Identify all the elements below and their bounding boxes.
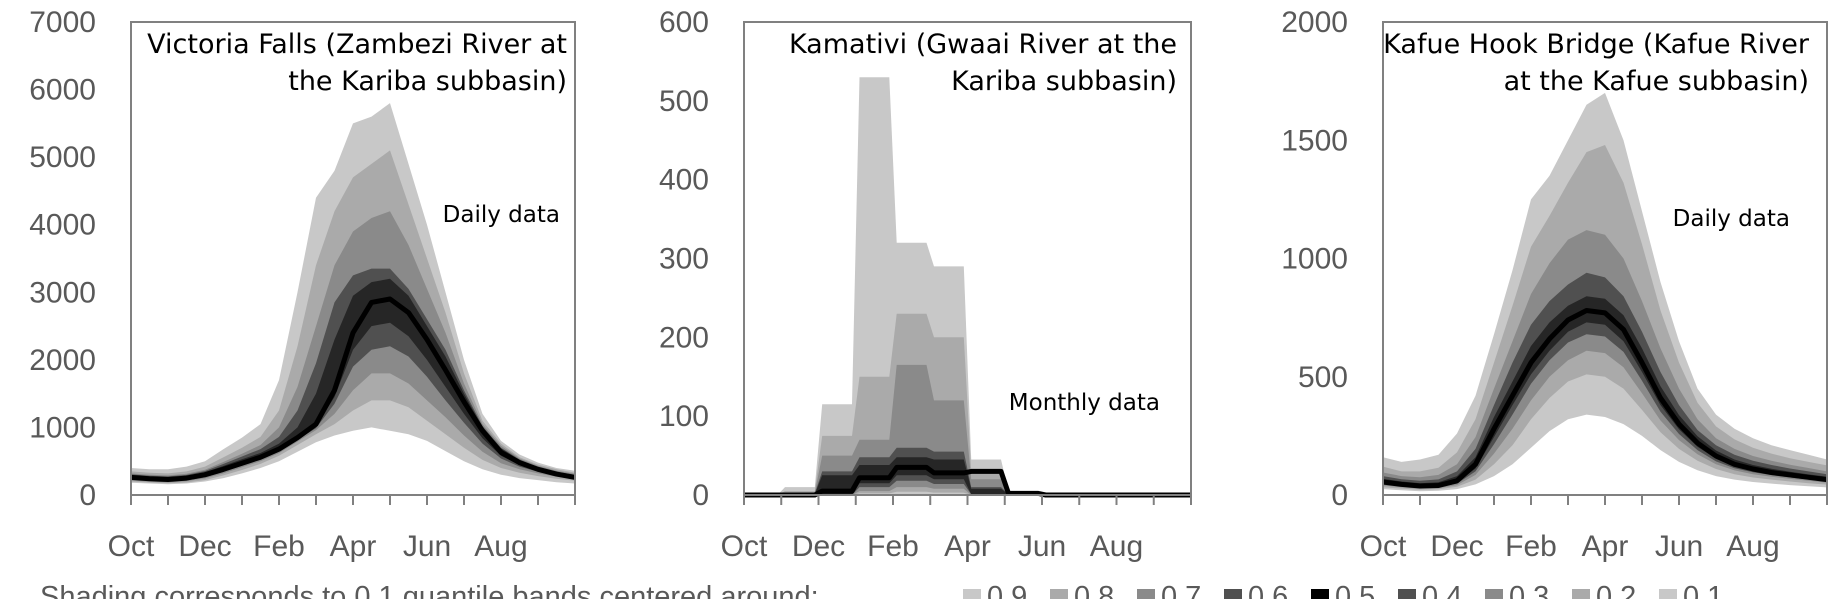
data-frequency-note: Daily data bbox=[1673, 206, 1790, 232]
x-tick-label: Apr bbox=[944, 530, 991, 563]
x-tick-label: Dec bbox=[792, 530, 845, 563]
legend-swatch bbox=[1659, 589, 1677, 604]
legend-item-label: 0.7 bbox=[1161, 581, 1201, 599]
y-tick-label: 5000 bbox=[29, 141, 96, 174]
x-tick-label: Jun bbox=[403, 530, 451, 563]
panel-title-line: Kariba subbasin) bbox=[951, 66, 1177, 97]
panel-title-line: Kamativi (Gwaai River at the bbox=[789, 29, 1177, 60]
legend-swatch bbox=[1224, 589, 1242, 604]
y-tick-label: 100 bbox=[659, 400, 709, 433]
y-tick-label: 400 bbox=[659, 164, 709, 197]
data-frequency-note: Daily data bbox=[443, 202, 560, 228]
x-tick-label: Jun bbox=[1018, 530, 1066, 563]
y-tick-label: 200 bbox=[659, 321, 709, 354]
x-tick-label: Feb bbox=[1505, 530, 1557, 563]
chart-panel-3: Oct Dec Feb Apr Jun Aug 0 500 1000 1500 2000 Kafue … bbox=[1281, 6, 1828, 563]
x-tick-label: Apr bbox=[1582, 530, 1629, 563]
x-tick-label: Jun bbox=[1655, 530, 1703, 563]
legend-swatch bbox=[1572, 589, 1590, 604]
x-tick-label: Apr bbox=[330, 530, 377, 563]
x-tick-label: Aug bbox=[474, 530, 527, 563]
y-tick-label: 600 bbox=[659, 6, 709, 39]
y-tick-label: 0 bbox=[79, 479, 96, 512]
y-tick-label: 7000 bbox=[29, 6, 96, 39]
legend-item-label: 0.8 bbox=[1074, 581, 1114, 599]
data-frequency-note: Monthly data bbox=[1009, 390, 1160, 416]
legend-swatch bbox=[963, 589, 981, 604]
y-tick-label: 0 bbox=[692, 479, 709, 512]
quantile-band-1 bbox=[744, 77, 1191, 495]
legend-swatch bbox=[1050, 589, 1068, 604]
x-tick-label: Dec bbox=[178, 530, 231, 563]
legend-item-label: 0.1 bbox=[1683, 581, 1723, 599]
legend-item-label: 0.5 bbox=[1335, 581, 1375, 599]
legend-item-label: 0.4 bbox=[1422, 581, 1462, 599]
y-tick-label: 1000 bbox=[29, 411, 96, 444]
y-tick-label: 1000 bbox=[1281, 243, 1348, 276]
x-tick-label: Feb bbox=[253, 530, 305, 563]
y-tick-label: 300 bbox=[659, 243, 709, 276]
legend-swatch bbox=[1485, 589, 1503, 604]
y-tick-label: 2000 bbox=[29, 344, 96, 377]
legend-item-label: 0.9 bbox=[987, 581, 1027, 599]
y-tick-label: 2000 bbox=[1281, 6, 1348, 39]
y-tick-label: 6000 bbox=[29, 74, 96, 107]
median-line bbox=[130, 296, 576, 482]
panel-title-line: the Kariba subbasin) bbox=[288, 66, 567, 97]
x-tick-label: Oct bbox=[721, 530, 768, 563]
panel-title-line: Victoria Falls (Zambezi River at bbox=[147, 29, 567, 60]
quantile-band-5 bbox=[131, 278, 575, 481]
y-tick-label: 0 bbox=[1331, 479, 1348, 512]
x-tick-label: Aug bbox=[1726, 530, 1779, 563]
y-tick-label: 4000 bbox=[29, 209, 96, 242]
chart-panel-1: Oct Dec Feb Apr Jun Aug 0 1000 2000 3000 4000 5000 6… bbox=[29, 6, 576, 563]
y-tick-label: 500 bbox=[659, 85, 709, 118]
panel-title-line: Kafue Hook Bridge (Kafue River bbox=[1383, 29, 1810, 60]
legend-swatch bbox=[1311, 589, 1329, 604]
quantile-band-3 bbox=[744, 364, 1191, 495]
legend-swatch bbox=[1137, 589, 1155, 604]
panel-title-line: at the Kafue subbasin) bbox=[1504, 66, 1809, 97]
legend-caption: Shading corresponds to 0.1 quantile band… bbox=[40, 581, 819, 599]
legend: Shading corresponds to 0.1 quantile band… bbox=[40, 581, 1723, 604]
x-tick-label: Oct bbox=[108, 530, 155, 563]
median-line bbox=[1382, 308, 1828, 489]
legend-item-label: 0.3 bbox=[1509, 581, 1549, 599]
x-tick-label: Dec bbox=[1430, 530, 1483, 563]
legend-item-label: 0.6 bbox=[1248, 581, 1288, 599]
y-tick-label: 500 bbox=[1298, 361, 1348, 394]
legend-swatch bbox=[1398, 589, 1416, 604]
chart-panel-2: Oct Dec Feb Apr Jun Aug 0 100 200 300 400 500 600 Kam… bbox=[659, 6, 1192, 563]
legend-item-label: 0.2 bbox=[1596, 581, 1636, 599]
x-tick-label: Feb bbox=[867, 530, 919, 563]
y-tick-label: 3000 bbox=[29, 276, 96, 309]
y-tick-label: 1500 bbox=[1281, 124, 1348, 157]
x-tick-label: Oct bbox=[1360, 530, 1407, 563]
x-tick-label: Aug bbox=[1090, 530, 1143, 563]
